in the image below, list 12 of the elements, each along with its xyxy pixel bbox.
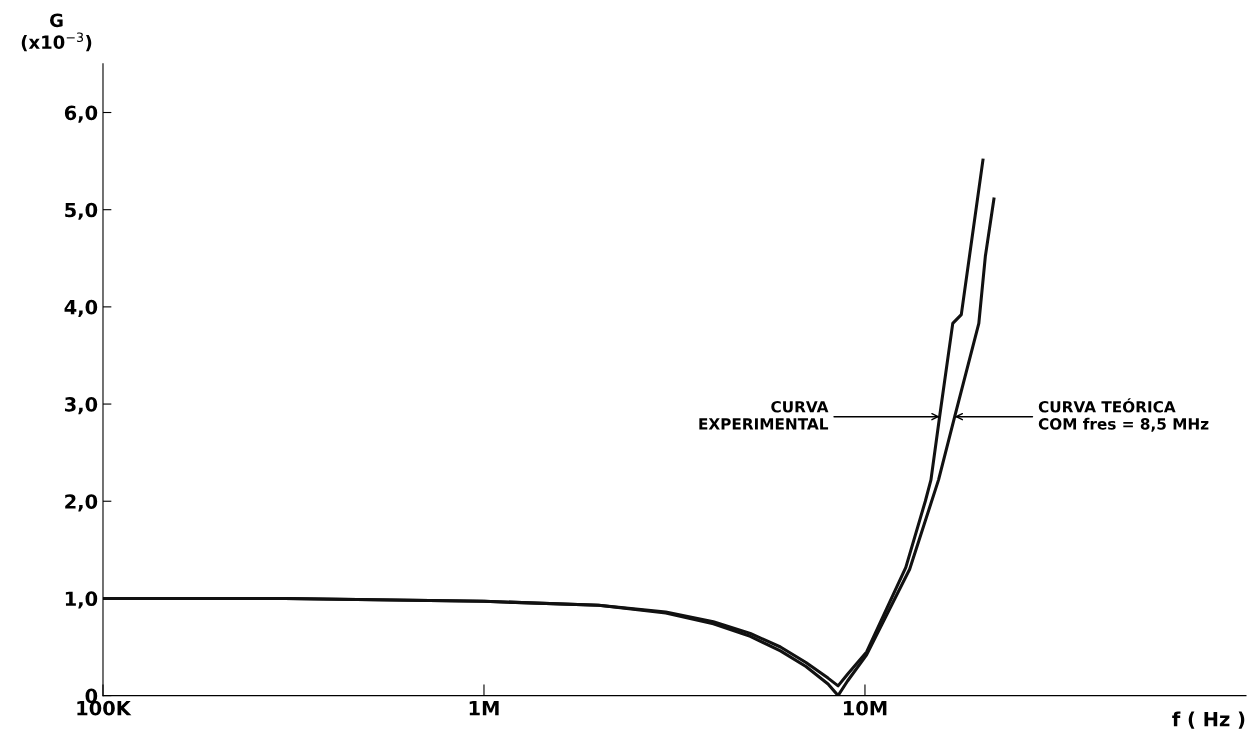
y-tick-label: 5,0	[65, 202, 98, 220]
x-axis-title: f ( Hz )	[1172, 711, 1245, 729]
y-tick-label: 2,0	[65, 494, 98, 512]
y-tick-label: 6,0	[64, 105, 98, 123]
y-tick-label: 4,0	[64, 299, 98, 318]
y-tick-label: 1,0	[65, 591, 98, 609]
x-tick-label: 1M	[469, 701, 499, 716]
annotation: CURVA TEÓRICA COM fres = 8,5 MHz	[1038, 398, 1209, 432]
y-tick-label: 3,0	[64, 397, 98, 415]
annotation: CURVA EXPERIMENTAL	[699, 401, 829, 430]
x-tick-label: 10M	[843, 700, 887, 716]
y-axis-title: G (x10$^{−3}$)	[21, 13, 92, 52]
